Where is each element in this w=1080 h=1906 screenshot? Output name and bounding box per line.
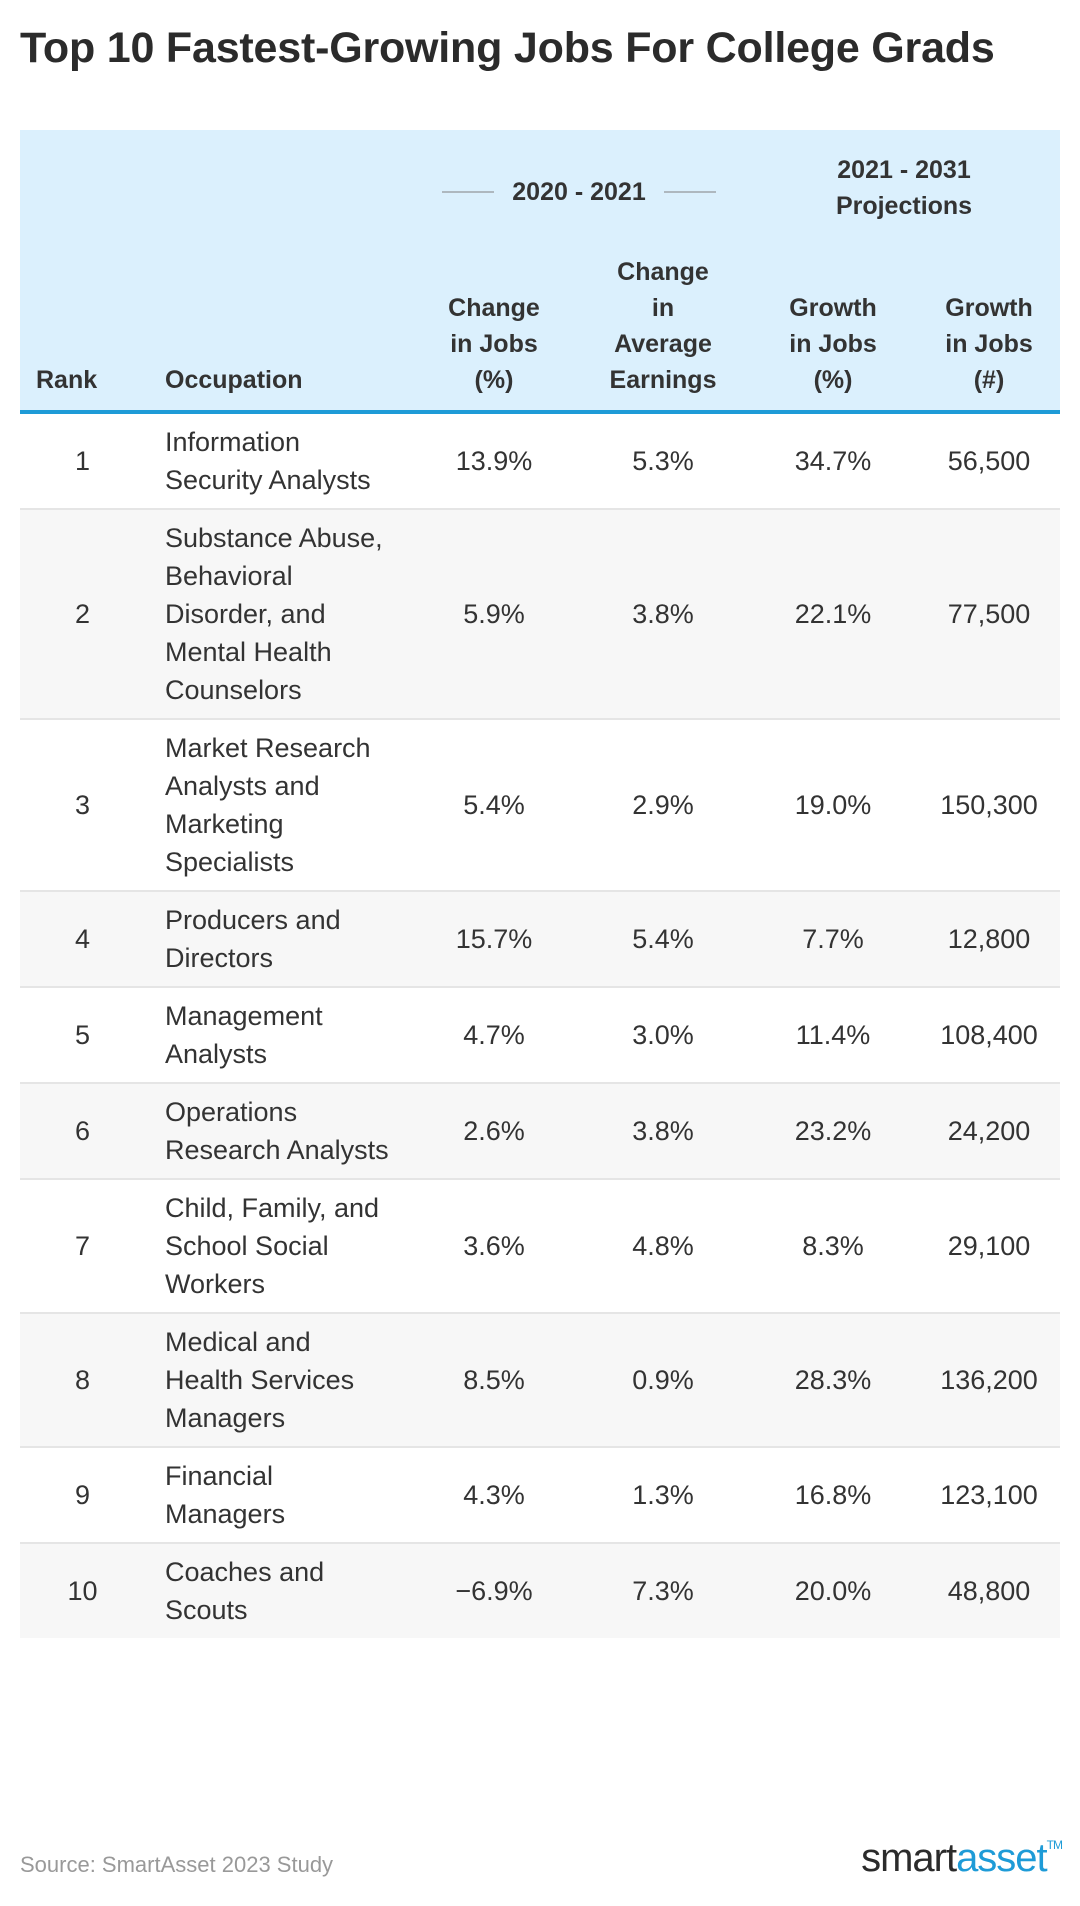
- cell-change-avg-earnings: 0.9%: [578, 1313, 749, 1448]
- cell-growth-jobs-num: 150,300: [918, 719, 1061, 892]
- source-note: Source: SmartAsset 2023 Study: [20, 1852, 334, 1877]
- cell-change-jobs-pct: 4.7%: [410, 987, 578, 1084]
- cell-change-jobs-pct: 15.7%: [410, 891, 578, 988]
- group-label-2020-2021: 2020 - 2021: [512, 177, 646, 206]
- cell-growth-jobs-pct: 23.2%: [748, 1083, 919, 1180]
- cell-growth-jobs-pct: 28.3%: [748, 1313, 919, 1448]
- group-rule-left: [442, 190, 495, 193]
- cell-growth-jobs-num: 29,100: [918, 1179, 1061, 1314]
- cell-change-avg-earnings: 3.0%: [578, 987, 749, 1084]
- cell-occupation: Child, Family, and School Social Workers: [145, 1179, 410, 1314]
- cell-occupation: Information Security Analysts: [145, 412, 410, 510]
- smartasset-logo: smartassetTM: [861, 1836, 1063, 1880]
- col-header-change-jobs: Change in Jobs (%): [410, 228, 578, 414]
- cell-occupation: Coaches and Scouts: [145, 1543, 410, 1638]
- cell-change-jobs-pct: 2.6%: [410, 1083, 578, 1180]
- cell-growth-jobs-pct: 8.3%: [748, 1179, 919, 1314]
- column-header-row: Rank Occupation Change in Jobs (%) Chang…: [20, 228, 1061, 414]
- chart-title: Top 10 Fastest-Growing Jobs For College …: [20, 24, 995, 72]
- col-header-change-earnings: Change in Average Earnings: [578, 228, 749, 414]
- col-header-growth-num: Growth in Jobs (#): [918, 228, 1061, 414]
- cell-change-avg-earnings: 5.4%: [578, 891, 749, 988]
- cell-change-avg-earnings: 5.3%: [578, 412, 749, 510]
- table-body: 1 Information Security Analysts 13.9% 5.3% 3…: [20, 412, 1061, 1638]
- cell-growth-jobs-pct: 22.1%: [748, 509, 919, 720]
- table-row: 3 Market Research Analysts and Marketing …: [20, 719, 1061, 892]
- table-header: 2020 - 2021 2021 - 2031 Projections Rank…: [20, 130, 1061, 414]
- cell-change-jobs-pct: 5.9%: [410, 509, 578, 720]
- cell-rank: 5: [20, 987, 145, 1084]
- cell-change-jobs-pct: 13.9%: [410, 412, 578, 510]
- table-row: 1 Information Security Analysts 13.9% 5.3% 3…: [20, 412, 1061, 510]
- cell-change-jobs-pct: 4.3%: [410, 1447, 578, 1544]
- group-header-2020-2021: 2020 - 2021: [410, 130, 749, 228]
- table-row: 7 Child, Family, and School Social Worker…: [20, 1179, 1061, 1314]
- cell-rank: 9: [20, 1447, 145, 1544]
- group-label-projections: Projections: [835, 192, 973, 220]
- col-header-rank: Rank: [20, 228, 145, 414]
- col-header-growth-pct: Growth in Jobs (%): [748, 228, 919, 414]
- group-spacer: [145, 130, 410, 228]
- table-row: 2 Substance Abuse, Behavioral Disorder, a…: [20, 509, 1061, 720]
- cell-occupation: Financial Managers: [145, 1447, 410, 1544]
- cell-growth-jobs-pct: 34.7%: [748, 412, 919, 510]
- cell-change-jobs-pct: 3.6%: [410, 1179, 578, 1314]
- cell-growth-jobs-num: 12,800: [918, 891, 1061, 988]
- cell-growth-jobs-num: 48,800: [918, 1543, 1061, 1638]
- cell-rank: 6: [20, 1083, 145, 1180]
- cell-occupation: Management Analysts: [145, 987, 410, 1084]
- cell-growth-jobs-num: 108,400: [918, 987, 1061, 1084]
- cell-rank: 7: [20, 1179, 145, 1314]
- cell-growth-jobs-pct: 19.0%: [748, 719, 919, 892]
- cell-rank: 8: [20, 1313, 145, 1448]
- cell-growth-jobs-num: 77,500: [918, 509, 1061, 720]
- table-row: 9 Financial Managers 4.3% 1.3% 16.8% 123,100: [20, 1447, 1061, 1544]
- cell-rank: 1: [20, 412, 145, 510]
- cell-change-avg-earnings: 4.8%: [578, 1179, 749, 1314]
- cell-growth-jobs-pct: 20.0%: [748, 1543, 919, 1638]
- cell-growth-jobs-num: 24,200: [918, 1083, 1061, 1180]
- col-header-occupation: Occupation: [145, 228, 410, 414]
- column-group-row: 2020 - 2021 2021 - 2031 Projections: [20, 130, 1061, 228]
- cell-growth-jobs-num: 136,200: [918, 1313, 1061, 1448]
- group-header-projections: 2021 - 2031 Projections: [748, 130, 1061, 228]
- jobs-table: 2020 - 2021 2021 - 2031 Projections Rank…: [20, 130, 1061, 1638]
- cell-growth-jobs-num: 56,500: [918, 412, 1061, 510]
- group-label-years: 2021 - 2031: [837, 156, 971, 184]
- table-row: 10 Coaches and Scouts −6.9% 7.3% 20.0% 48,800: [20, 1543, 1061, 1638]
- cell-change-avg-earnings: 3.8%: [578, 509, 749, 720]
- cell-growth-jobs-pct: 16.8%: [748, 1447, 919, 1544]
- table-row: 8 Medical and Health Services Managers 8.5…: [20, 1313, 1061, 1448]
- cell-change-jobs-pct: 5.4%: [410, 719, 578, 892]
- cell-change-jobs-pct: −6.9%: [410, 1543, 578, 1638]
- cell-change-avg-earnings: 1.3%: [578, 1447, 749, 1544]
- group-rule-right: [663, 190, 716, 193]
- cell-rank: 4: [20, 891, 145, 988]
- cell-change-jobs-pct: 8.5%: [410, 1313, 578, 1448]
- cell-occupation: Operations Research Analysts: [145, 1083, 410, 1180]
- cell-change-avg-earnings: 7.3%: [578, 1543, 749, 1638]
- cell-growth-jobs-num: 123,100: [918, 1447, 1061, 1544]
- group-spacer: [20, 130, 145, 228]
- cell-growth-jobs-pct: 7.7%: [748, 891, 919, 988]
- table-row: 4 Producers and Directors 15.7% 5.4% 7.7% 12,…: [20, 891, 1061, 988]
- cell-rank: 2: [20, 509, 145, 720]
- table-row: 6 Operations Research Analysts 2.6% 3.8% 23.…: [20, 1083, 1061, 1180]
- cell-rank: 10: [20, 1543, 145, 1638]
- cell-occupation: Substance Abuse, Behavioral Disorder, an…: [145, 509, 410, 720]
- cell-occupation: Market Research Analysts and Marketing S…: [145, 719, 410, 892]
- cell-occupation: Producers and Directors: [145, 891, 410, 988]
- cell-rank: 3: [20, 719, 145, 892]
- cell-growth-jobs-pct: 11.4%: [748, 987, 919, 1084]
- table-row: 5 Management Analysts 4.7% 3.0% 11.4% 108,400: [20, 987, 1061, 1084]
- cell-occupation: Medical and Health Services Managers: [145, 1313, 410, 1448]
- cell-change-avg-earnings: 3.8%: [578, 1083, 749, 1180]
- cell-change-avg-earnings: 2.9%: [578, 719, 749, 892]
